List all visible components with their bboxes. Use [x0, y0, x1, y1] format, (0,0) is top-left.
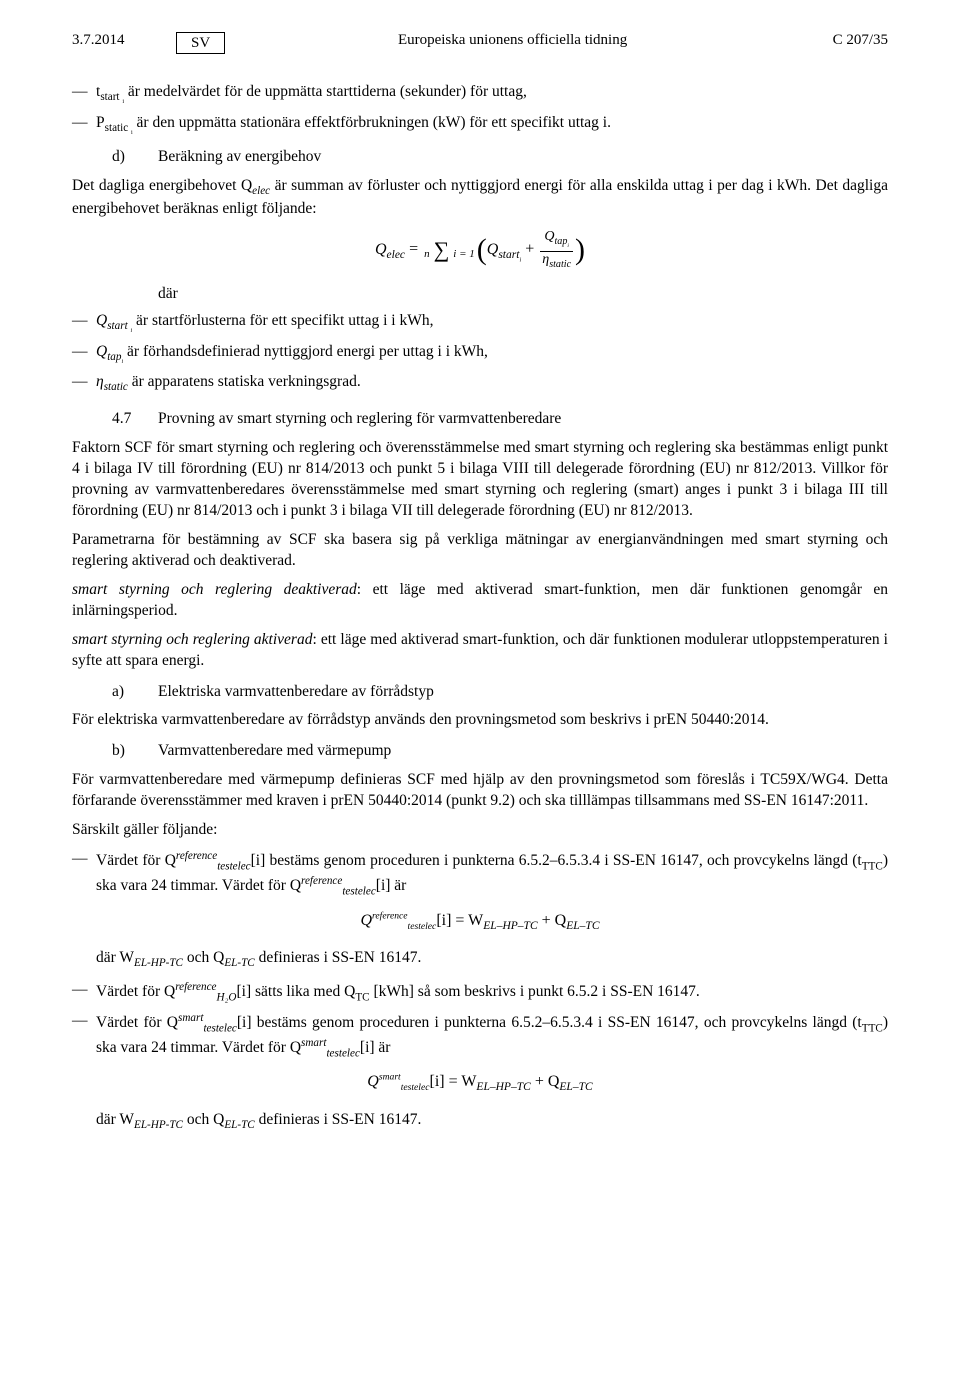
s47-p3: smart styrning och reglering deaktiverad… [72, 580, 888, 622]
header-title: Europeiska unionens officiella tidning [237, 32, 788, 49]
s47-label: 4.7 [112, 409, 131, 430]
d-formula: Qelec = n ∑ i = 1 (Qstarti + Qtapi ηstat… [72, 230, 888, 270]
b-item2: Värdet för QreferenceH₂O[i] sätts lika m… [72, 980, 888, 1005]
a-label: a) [112, 682, 124, 703]
page: 3.7.2014 SV Europeiska unionens officiel… [0, 0, 960, 1393]
b-p1: För varmvattenberedare med värmepump def… [72, 770, 888, 812]
d-item2: Qtapi är förhandsdefinierad nyttiggjord … [72, 342, 888, 367]
b-formula1: Qreferencetestelec[i] = WEL–HP–TC + QEL–… [72, 910, 888, 935]
d-item1: Qstart i är startförlusterna för ett spe… [72, 311, 888, 336]
tstart-var: tstart i [96, 83, 124, 100]
page-header: 3.7.2014 SV Europeiska unionens officiel… [72, 32, 888, 54]
d-title: Beräkning av energibehov [158, 148, 321, 165]
pstatic-var: Pstatic i [96, 114, 133, 131]
section-47: 4.7 Provning av smart styrning och regle… [72, 409, 888, 430]
section-a: a) Elektriska varmvattenberedare av förr… [72, 682, 888, 703]
a-title: Elektriska varmvattenberedare av förråds… [158, 683, 434, 700]
b-item1: Värdet för Qreferencetestelec[i] bestäms… [72, 849, 888, 900]
header-lang: SV [176, 32, 225, 54]
intro-pstatic: Pstatic i är den uppmätta stationära eff… [72, 113, 888, 138]
b-label: b) [112, 741, 125, 762]
d-where: där [158, 284, 888, 305]
s47-p4: smart styrning och reglering aktiverad: … [72, 630, 888, 672]
b-p2: Särskilt gäller följande: [72, 820, 888, 841]
b-formula2: Qsmarttestelec[i] = WEL–HP–TC + QEL–TC [72, 1071, 888, 1096]
content: tstart i är medelvärdet för de uppmätta … [72, 82, 888, 1133]
s47-p1: Faktorn SCF för smart styrning och regle… [72, 438, 888, 522]
b-where1: där WEL-HP-TC och QEL-TC definieras i SS… [72, 948, 888, 971]
pstatic-text: är den uppmätta stationära effektförbruk… [133, 114, 611, 131]
s47-title: Provning av smart styrning och reglering… [158, 410, 561, 427]
d-label: d) [112, 147, 125, 168]
header-date: 3.7.2014 [72, 32, 172, 49]
header-pagenum: C 207/35 [788, 32, 888, 49]
d-item3: ηstatic är apparatens statiska verknings… [72, 372, 888, 395]
intro-tstart: tstart i är medelvärdet för de uppmätta … [72, 82, 888, 107]
section-d: d) Beräkning av energibehov [72, 147, 888, 168]
s47-p2: Parametrarna för bestämning av SCF ska b… [72, 530, 888, 572]
a-p1: För elektriska varmvattenberedare av för… [72, 710, 888, 731]
section-b: b) Varmvattenberedare med värmepump [72, 741, 888, 762]
b-title: Varmvattenberedare med värmepump [158, 742, 391, 759]
d-p1: Det dagliga energibehovet Qelec är summa… [72, 176, 888, 220]
tstart-text: är medelvärdet för de uppmätta starttide… [124, 83, 527, 100]
b-item3: Värdet för Qsmarttestelec[i] bestäms gen… [72, 1011, 888, 1062]
b-where2: där WEL-HP-TC och QEL-TC definieras i SS… [72, 1110, 888, 1133]
